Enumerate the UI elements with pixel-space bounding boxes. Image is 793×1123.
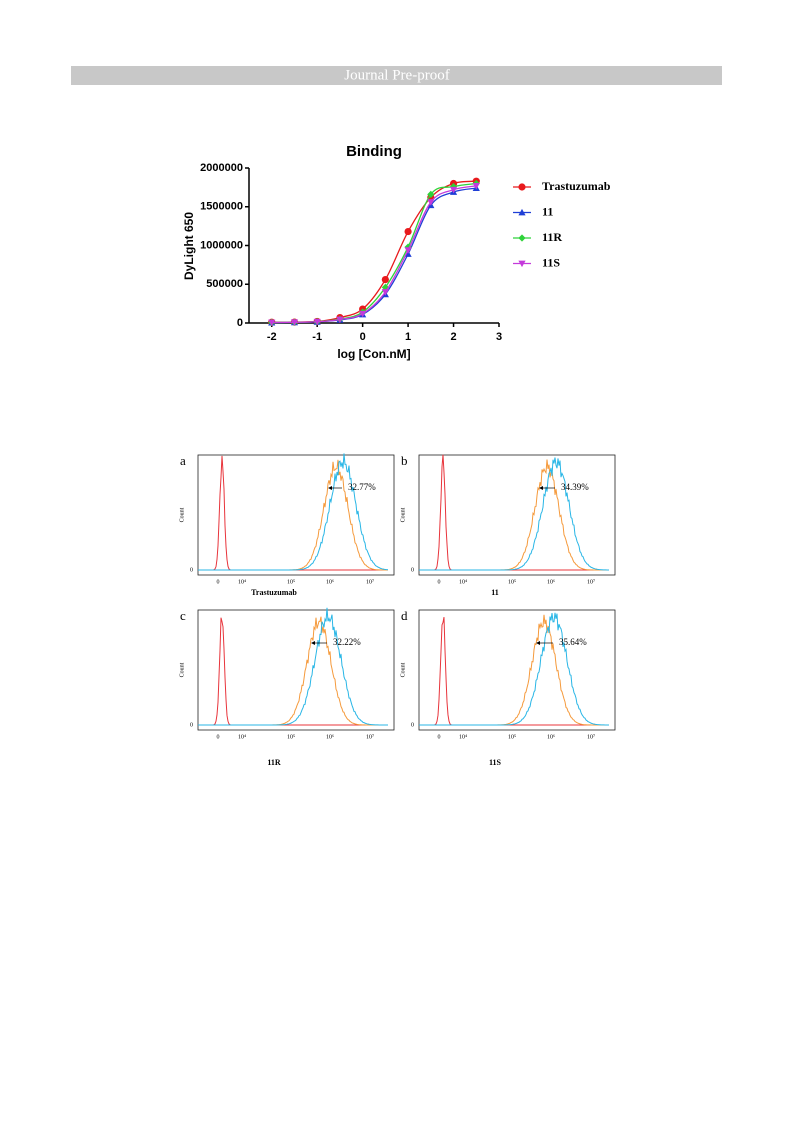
legend-label: 11S (542, 255, 560, 269)
histogram-control (419, 454, 609, 571)
legend-marker (518, 234, 526, 242)
legend-label: 11 (542, 204, 553, 218)
panel-letter: a (180, 453, 186, 468)
header-bar (71, 66, 722, 85)
panel-x-tick-label: 0 (217, 734, 220, 740)
data-point (427, 190, 435, 198)
data-point (359, 310, 367, 318)
panel-frame (418, 454, 616, 576)
data-point (336, 316, 344, 324)
arrow-head (328, 486, 332, 490)
panel-x-tick-label: 0 (438, 579, 441, 585)
legend-label: 11R (542, 230, 562, 244)
data-point (268, 319, 276, 327)
chart-title: Binding (346, 143, 402, 160)
arrow-head (539, 486, 543, 490)
panel-y-zero: 0 (411, 722, 414, 728)
legend-marker (518, 183, 526, 191)
panel-sample-name: Trastuzumab (251, 588, 297, 597)
x-tick-label: -2 (267, 331, 277, 343)
data-point (381, 283, 389, 291)
data-point (404, 247, 412, 254)
panel-x-tick-label: 10⁶ (547, 734, 555, 740)
y-tick-label: 0 (237, 317, 243, 329)
panel-letter: b (401, 453, 408, 468)
panel-y-zero: 0 (190, 567, 193, 573)
x-tick-label: 1 (405, 331, 411, 343)
panel-percent: 32.22% (333, 637, 361, 647)
panel-percent: 34.39% (561, 482, 589, 492)
y-axis-label: DyLight 650 (182, 212, 196, 280)
x-tick-label: 0 (360, 331, 366, 343)
x-tick-label: -1 (312, 331, 322, 343)
legend-label: Trastuzumab (542, 179, 611, 193)
panel-x-tick-label: 10⁴ (459, 734, 467, 740)
histogram-cyan (419, 457, 610, 571)
panel-x-tick-label: 10⁶ (326, 734, 334, 740)
data-point (313, 318, 321, 326)
header-title: Journal Pre-proof (344, 67, 449, 83)
series-line (271, 185, 477, 324)
panel-x-tick-label: 10⁷ (366, 579, 374, 585)
data-point (290, 319, 299, 326)
panel-x-tick-label: 0 (217, 579, 220, 585)
data-point (449, 186, 458, 194)
arrow-head (311, 641, 315, 645)
panel-percent: 32.77% (348, 482, 376, 492)
panel-x-tick-label: 0 (438, 734, 441, 740)
panel-y-label: Count (179, 662, 185, 677)
panel-y-zero: 0 (190, 722, 193, 728)
data-point (404, 227, 412, 236)
panel-x-tick-label: 10⁵ (287, 579, 295, 585)
y-tick-label: 1500000 (200, 201, 243, 213)
panel-letter: d (401, 608, 408, 623)
histogram-control (198, 617, 388, 726)
panel-x-tick-label: 10⁵ (508, 734, 516, 740)
panel-sample-name: 11R (267, 758, 281, 767)
panel-frame (418, 609, 616, 731)
panel-x-tick-label: 10⁶ (547, 579, 555, 585)
panel-percent: 35.64% (559, 637, 587, 647)
panel-letter: c (180, 608, 186, 623)
x-tick-label: 2 (450, 331, 456, 343)
panel-y-label: Count (400, 662, 406, 677)
panel-x-tick-label: 10⁶ (326, 579, 334, 585)
histogram-cyan (198, 453, 389, 571)
histogram-cyan (198, 607, 389, 726)
x-tick-label: 3 (496, 331, 502, 343)
x-axis-label: log [Con.nM] (337, 347, 410, 361)
panel-y-zero: 0 (411, 567, 414, 573)
data-point (404, 243, 412, 251)
y-tick-label: 2000000 (200, 162, 243, 174)
panel-y-label: Count (179, 507, 185, 522)
panel-y-label: Count (400, 507, 406, 522)
series-line (271, 182, 477, 324)
arrow-head (536, 641, 540, 645)
panel-x-tick-label: 10⁷ (587, 734, 595, 740)
panel-x-tick-label: 10⁷ (587, 579, 595, 585)
y-tick-label: 500000 (206, 278, 243, 290)
data-point (427, 199, 435, 206)
panel-frame (197, 609, 395, 731)
panel-x-tick-label: 10⁴ (459, 579, 467, 585)
data-point (381, 276, 389, 284)
panel-x-tick-label: 10⁵ (508, 579, 516, 585)
panel-sample-name: 11S (489, 758, 502, 767)
legend-marker (518, 208, 526, 216)
histogram-control (198, 455, 388, 571)
panel-x-tick-label: 10⁷ (366, 734, 374, 740)
histogram-control (419, 617, 609, 726)
panel-frame (197, 454, 395, 576)
data-point (472, 182, 480, 190)
data-point (381, 289, 389, 296)
panel-x-tick-label: 10⁴ (238, 579, 246, 585)
panel-x-tick-label: 10⁴ (238, 734, 246, 740)
panel-x-tick-label: 10⁵ (287, 734, 295, 740)
panel-sample-name: 11 (491, 588, 499, 597)
histogram-cyan (419, 612, 610, 726)
y-tick-label: 1000000 (200, 239, 243, 251)
legend-marker (518, 260, 526, 268)
